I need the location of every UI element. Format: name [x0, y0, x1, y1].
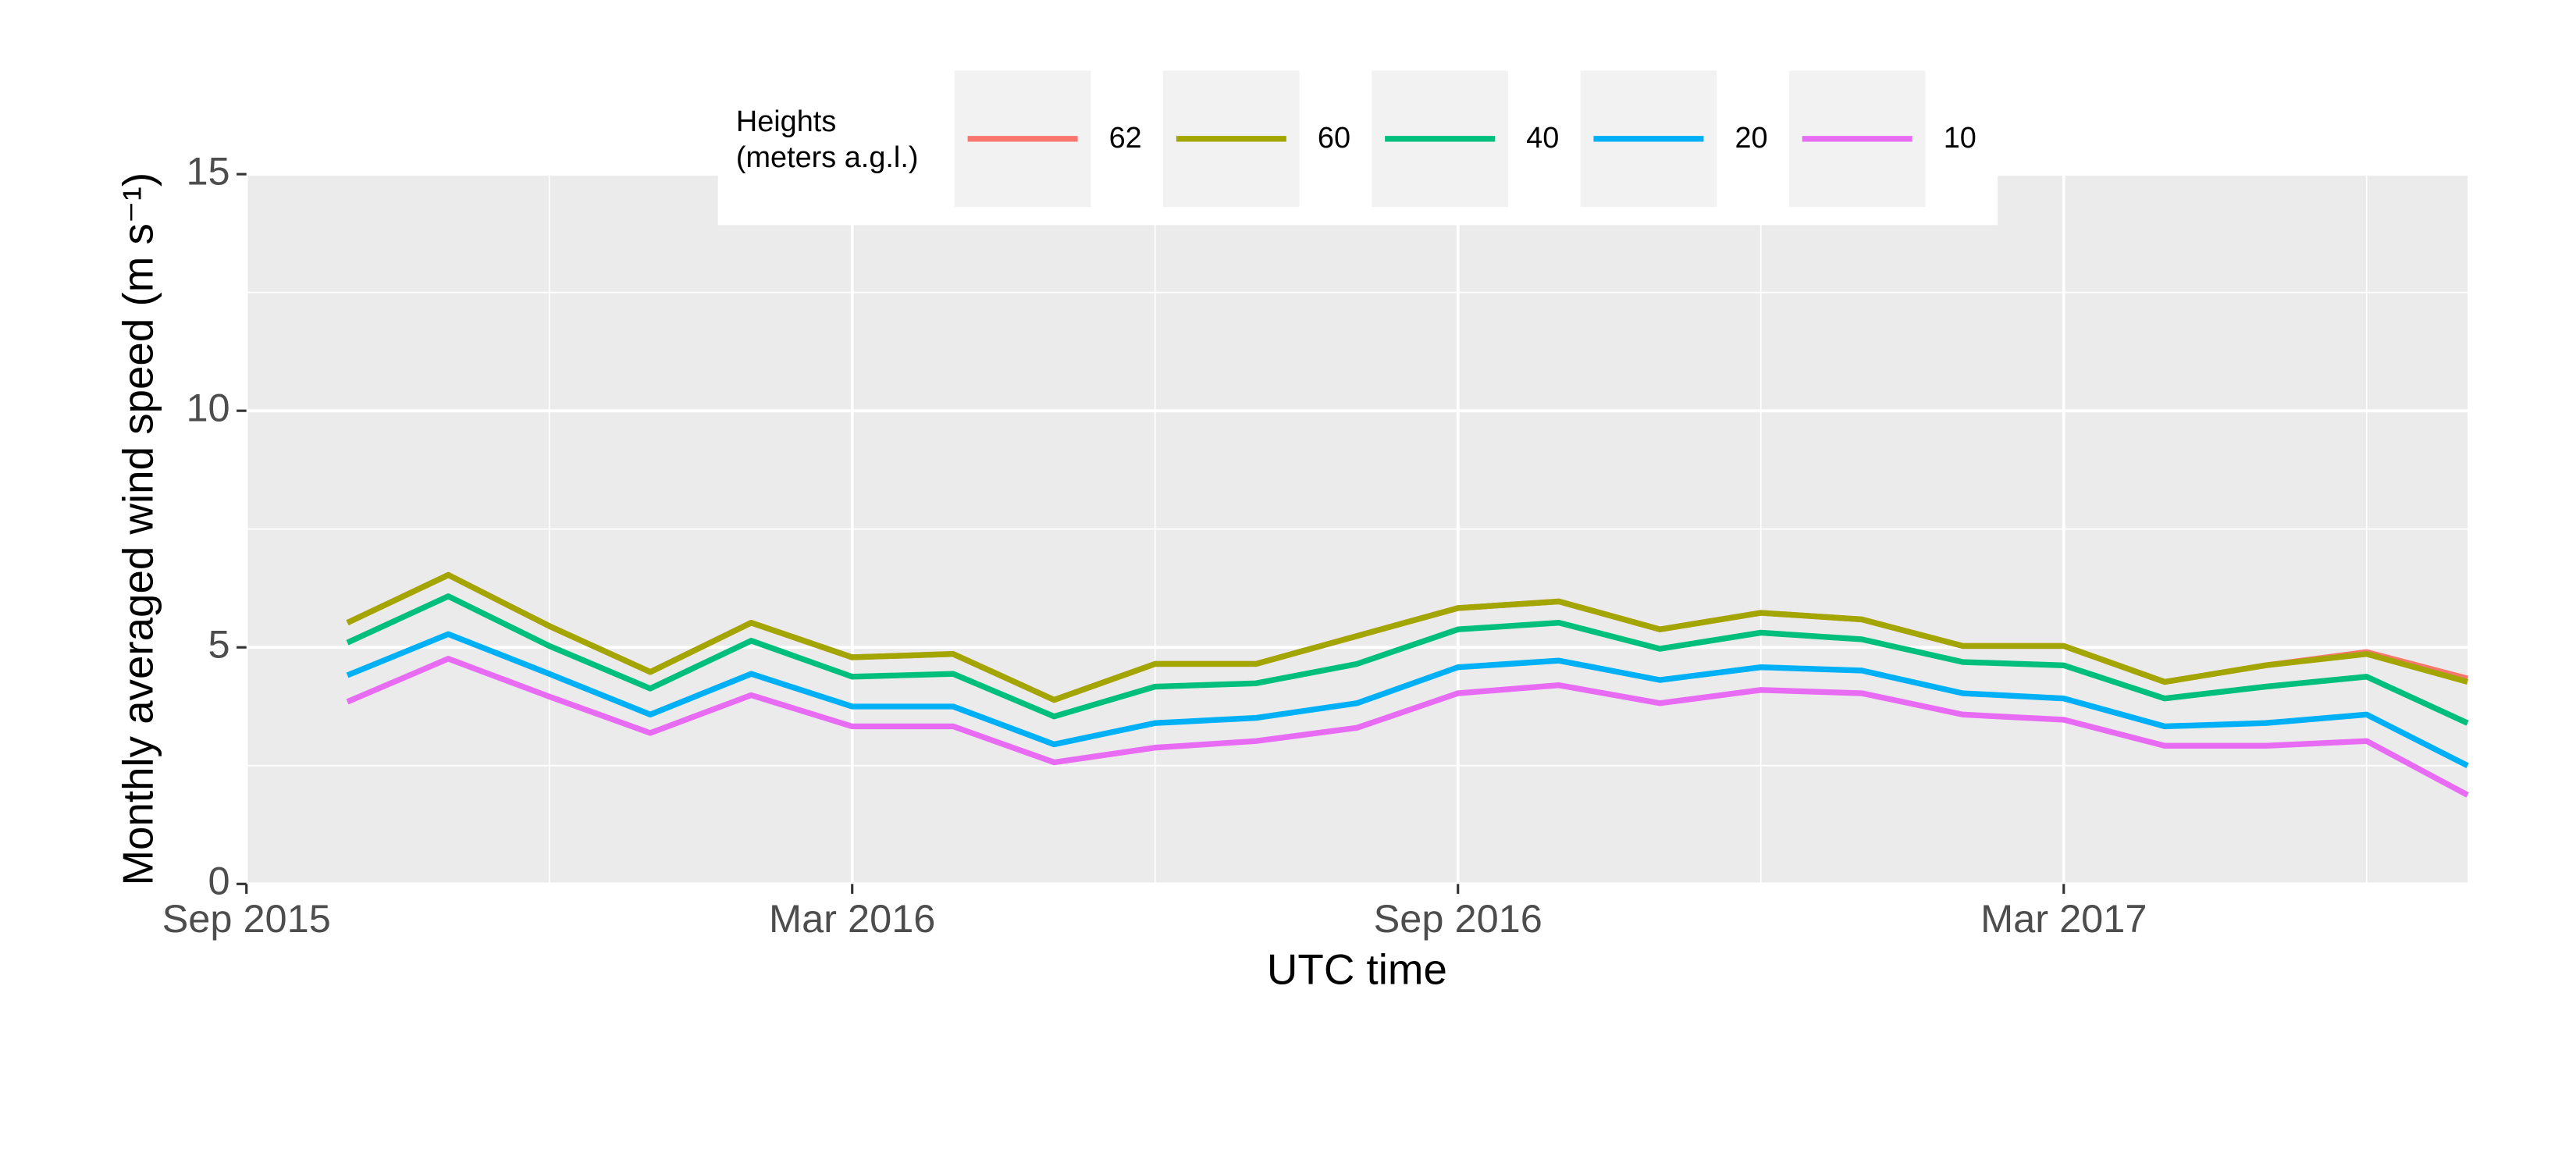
y-tick-label: 10 [186, 386, 229, 430]
x-tick-label: Sep 2016 [1374, 896, 1542, 941]
y-tick-label: 0 [208, 859, 230, 903]
legend-title: (meters a.g.l.) [736, 141, 919, 174]
series-line [346, 571, 2469, 703]
legend-label: 20 [1735, 122, 1767, 155]
legend-label: 40 [1526, 122, 1559, 155]
y-axis-title: Monthly averaged wind speed (m s⁻¹) [113, 173, 162, 886]
legend-label: 60 [1318, 122, 1350, 155]
legend-box [717, 70, 1998, 226]
x-tick-label: Sep 2015 [162, 896, 331, 941]
legend-title: Heights [736, 105, 836, 138]
x-tick-label: Mar 2017 [1980, 896, 2147, 941]
y-tick-label: 5 [208, 622, 230, 667]
series-line [346, 656, 2469, 798]
y-tick-label: 15 [186, 148, 229, 193]
x-axis-title: UTC time [1267, 945, 1447, 993]
legend-label: 10 [1944, 122, 1976, 155]
series-line [346, 593, 2469, 726]
series-line [346, 631, 2469, 769]
legend-label: 62 [1109, 122, 1142, 155]
x-tick-label: Mar 2016 [769, 896, 935, 941]
